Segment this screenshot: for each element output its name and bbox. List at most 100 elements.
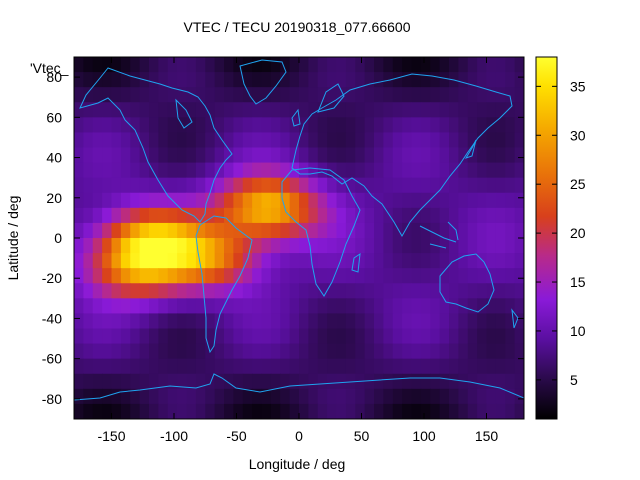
heatmap-cell xyxy=(139,298,150,314)
heatmap-cell xyxy=(261,388,272,405)
heatmap-cell xyxy=(158,328,169,345)
heatmap-cell xyxy=(308,328,319,345)
y-tick-label: 20 xyxy=(46,190,62,206)
heatmap-cell xyxy=(270,358,281,375)
heatmap-cell xyxy=(177,192,188,209)
heatmap-cell xyxy=(111,102,122,118)
heatmap-cell xyxy=(214,102,225,118)
heatmap-cell xyxy=(149,222,159,239)
heatmap-cell xyxy=(486,102,497,118)
heatmap-cell xyxy=(280,192,291,209)
heatmap-cell xyxy=(486,373,497,390)
heatmap-cell xyxy=(411,192,422,209)
heatmap-cell xyxy=(449,147,459,164)
heatmap-cell xyxy=(74,102,84,118)
heatmap-cell xyxy=(167,268,178,284)
heatmap-cell xyxy=(327,207,338,224)
heatmap-cell xyxy=(205,132,216,148)
heatmap-cell xyxy=(233,57,244,73)
heatmap-cell xyxy=(458,177,469,194)
heatmap-cell xyxy=(495,343,506,360)
heatmap-cell xyxy=(92,132,103,148)
coastline-japan xyxy=(464,139,477,159)
heatmap-cell xyxy=(252,328,263,345)
heatmap-cell xyxy=(83,283,94,299)
heatmap-cell xyxy=(252,388,263,405)
heatmap-cell xyxy=(392,283,403,299)
heatmap-cell xyxy=(430,102,441,118)
heatmap-cell xyxy=(327,403,338,419)
heatmap-cell xyxy=(308,253,319,269)
heatmap-cell xyxy=(289,57,300,73)
heatmap-cell xyxy=(327,253,338,269)
heatmap-cell xyxy=(392,313,403,329)
heatmap-cell xyxy=(83,177,94,194)
heatmap-cell xyxy=(392,57,403,73)
heatmap-cell xyxy=(467,117,478,133)
heatmap-cell xyxy=(280,268,291,284)
legend-label: 'Vtec_ xyxy=(30,60,69,76)
heatmap-cell xyxy=(514,87,524,103)
heatmap-cell xyxy=(261,102,272,118)
heatmap-cell xyxy=(120,177,131,194)
x-tick-label: -150 xyxy=(97,428,125,444)
heatmap-cell xyxy=(317,72,328,88)
heatmap-cell xyxy=(383,313,394,329)
heatmap-cell xyxy=(261,373,272,390)
heatmap-cell xyxy=(458,343,469,360)
heatmap-cell xyxy=(336,403,347,419)
heatmap-cell xyxy=(336,147,347,164)
heatmap-cell xyxy=(158,298,169,314)
heatmap-cell xyxy=(120,373,131,390)
heatmap-cell xyxy=(261,57,272,73)
heatmap-cell xyxy=(261,222,272,239)
heatmap-cell xyxy=(317,207,328,224)
heatmap-cell xyxy=(327,222,338,239)
heatmap-cell xyxy=(74,388,84,405)
heatmap-cell xyxy=(214,358,225,375)
heatmap-cell xyxy=(289,283,300,299)
heatmap-cell xyxy=(224,117,234,133)
heatmap-cell xyxy=(233,328,244,345)
heatmap-cell xyxy=(327,192,338,209)
heatmap-cell xyxy=(392,192,403,209)
heatmap-cell xyxy=(317,102,328,118)
heatmap-cell xyxy=(495,283,506,299)
heatmap-cell xyxy=(139,177,150,194)
heatmap-cell xyxy=(392,238,403,254)
heatmap-cell xyxy=(486,253,497,269)
heatmap-cell xyxy=(402,268,413,284)
heatmap-cell xyxy=(299,147,309,164)
heatmap-cell xyxy=(486,72,497,88)
heatmap-cell xyxy=(505,403,516,419)
heatmap-cell xyxy=(139,87,150,103)
heatmap-cell xyxy=(345,313,356,329)
heatmap-cell xyxy=(495,268,506,284)
heatmap-cell xyxy=(299,238,309,254)
heatmap-cell xyxy=(308,147,319,164)
heatmap-cell xyxy=(449,358,459,375)
heatmap-cell xyxy=(308,313,319,329)
heatmap-cell xyxy=(149,162,159,179)
heatmap-cell xyxy=(374,222,384,239)
chart-title: VTEC / TECU 20190318_077.66600 xyxy=(183,19,410,35)
heatmap-cell xyxy=(224,72,234,88)
heatmap-cell xyxy=(383,102,394,118)
colorbar-tick-label: 35 xyxy=(570,78,586,94)
heatmap-cell xyxy=(439,328,450,345)
heatmap-cell xyxy=(355,238,366,254)
heatmap-cell xyxy=(402,57,413,73)
heatmap-cell xyxy=(439,403,450,419)
heatmap-cell xyxy=(139,192,150,209)
heatmap-cell xyxy=(402,388,413,405)
heatmap-cell xyxy=(505,87,516,103)
coastline-australia xyxy=(439,253,495,313)
heatmap-cell xyxy=(205,358,216,375)
heatmap-cell xyxy=(289,102,300,118)
heatmap-cell xyxy=(233,268,244,284)
heatmap-cell xyxy=(270,222,281,239)
heatmap-cell xyxy=(439,298,450,314)
heatmap-cell xyxy=(495,373,506,390)
heatmap-cell xyxy=(289,253,300,269)
heatmap-cell xyxy=(92,403,103,419)
